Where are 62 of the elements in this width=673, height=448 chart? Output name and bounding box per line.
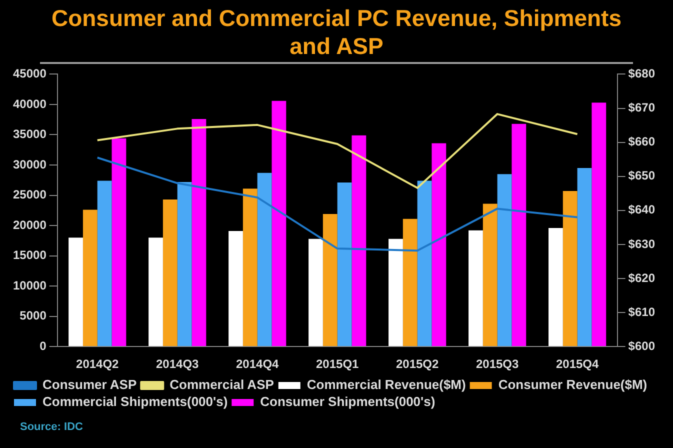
x-tick-label: 2014Q3 (156, 357, 200, 372)
y-tick-label: 40000 (12, 96, 47, 111)
bar (352, 135, 366, 346)
bar (497, 174, 512, 346)
bar (112, 138, 126, 346)
bar (417, 180, 432, 346)
legend-label: Commercial Revenue($M) (306, 377, 466, 392)
x-tick-label: 2015Q4 (556, 357, 599, 372)
y2-tick-label: $680 (628, 66, 656, 81)
y2-tick-label: $610 (628, 304, 656, 319)
bar (482, 204, 498, 346)
x-tick-label: 2014Q2 (76, 357, 120, 372)
y-tick-label: 45000 (12, 66, 47, 81)
bar (337, 182, 352, 346)
bar (577, 168, 592, 346)
legend-label: Commercial ASP (170, 377, 274, 392)
y-tick-label: 5000 (20, 308, 47, 323)
bar (257, 172, 272, 346)
legend-label: Consumer Revenue($M) (498, 377, 648, 392)
bar (272, 100, 286, 346)
bar (562, 191, 578, 346)
bar (388, 238, 403, 346)
bar (177, 182, 192, 346)
y2-tick-label: $670 (628, 100, 656, 115)
x-tick-label: 2015Q2 (396, 357, 440, 372)
y-tick-label: 15000 (12, 248, 47, 262)
x-tick-label: 2014Q4 (236, 357, 280, 372)
y-tick-label: 30000 (12, 157, 47, 172)
legend-label: Consumer ASP (42, 377, 137, 392)
chart-title: Consumer and Commercial PC Revenue, Shipments and ASP (40, 0, 633, 64)
y2-tick-label: $660 (628, 134, 656, 149)
bar (512, 124, 526, 346)
bar (242, 188, 258, 346)
y-tick-label: 10000 (12, 278, 47, 292)
x-tick-label: 2015Q1 (316, 357, 360, 372)
y-tick-label: 0 (40, 338, 47, 353)
y-tick-label: 35000 (12, 127, 47, 142)
legend-label: Commercial Shipments(000's) (42, 394, 228, 410)
bar (228, 230, 243, 346)
bar (322, 214, 338, 346)
bar (82, 210, 98, 346)
bar (592, 102, 606, 346)
bar (308, 238, 323, 346)
y2-tick-label: $620 (628, 270, 656, 285)
y2-tick-label: $600 (628, 338, 656, 353)
bar (68, 238, 83, 346)
bar (432, 143, 446, 346)
bar (468, 230, 483, 346)
y-tick-label: 20000 (12, 218, 47, 232)
x-tick-label: 2015Q3 (476, 357, 519, 372)
bar (148, 238, 163, 346)
bar (97, 180, 112, 346)
y-tick-label: 25000 (12, 188, 47, 202)
bar (548, 228, 563, 346)
y2-tick-label: $650 (628, 168, 656, 183)
y2-tick-label: $630 (628, 236, 656, 251)
y2-tick-label: $640 (628, 202, 656, 217)
legend-label: Consumer Shipments(000's) (260, 394, 436, 410)
bar (192, 118, 206, 346)
bar (162, 200, 178, 346)
source-note: Source: IDC (20, 421, 84, 433)
bar (402, 218, 418, 346)
